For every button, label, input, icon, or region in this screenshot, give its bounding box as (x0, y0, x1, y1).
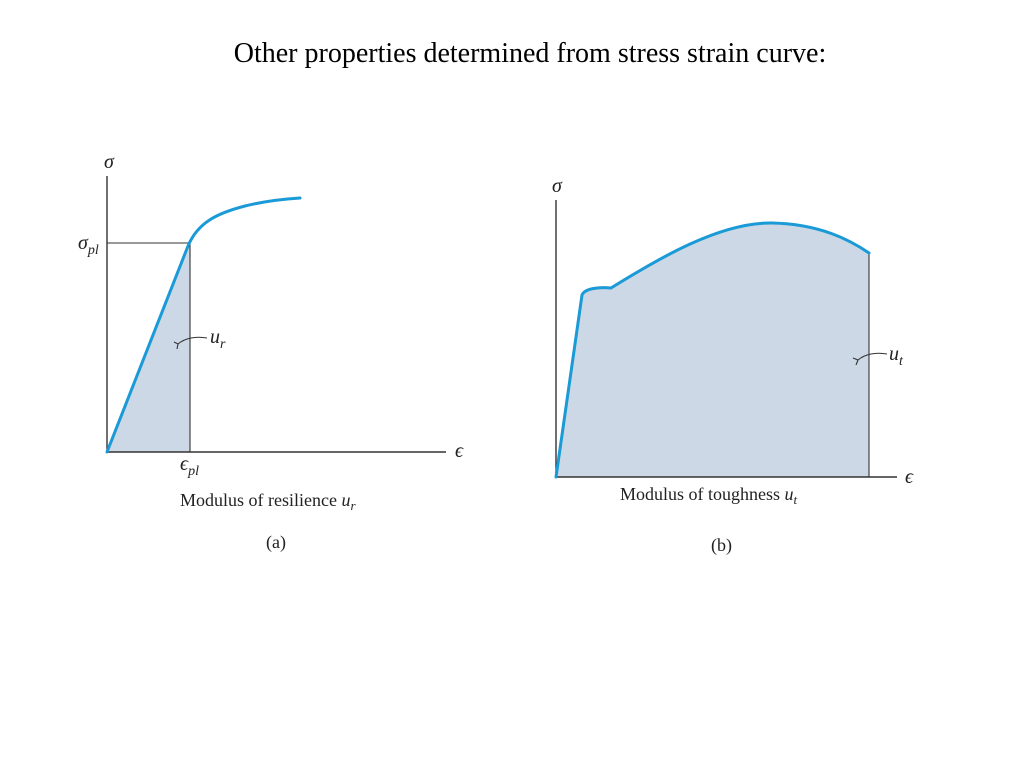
resilience-pointer (173, 336, 208, 350)
proportional-limit-stress-label: σpl (78, 232, 99, 258)
slide-title: Other properties determined from stress … (233, 38, 827, 69)
figure-b-stress-strain-curve (554, 221, 871, 479)
figure-b-panel-label: (b) (711, 535, 732, 556)
toughness-area-label: ut (889, 343, 904, 369)
resilience-area-label: ur (210, 326, 226, 352)
toughness-area (556, 222, 869, 477)
proportional-limit-strain-label: ϵpl (180, 453, 199, 479)
figure-a-resilience: σ ϵ σpl ϵpl ur Modulus of resilience ur … (78, 151, 464, 553)
figure-b-x-axis-label: ϵ (905, 466, 914, 488)
figure-b-y-axis-label: σ (552, 175, 563, 197)
toughness-pointer (852, 352, 888, 366)
figure-a-caption: Modulus of resilience ur (180, 490, 356, 513)
figure-a-stress-strain-curve (105, 196, 302, 454)
figure-a-panel-label: (a) (266, 532, 286, 553)
figure-a-x-axis-label: ϵ (455, 440, 464, 462)
figure-b-caption: Modulus of toughness ut (620, 484, 798, 507)
figure-a-y-axis-label: σ (104, 151, 115, 173)
figure-b-toughness: σ ϵ ut Modulus of toughness ut (b) (552, 175, 914, 556)
